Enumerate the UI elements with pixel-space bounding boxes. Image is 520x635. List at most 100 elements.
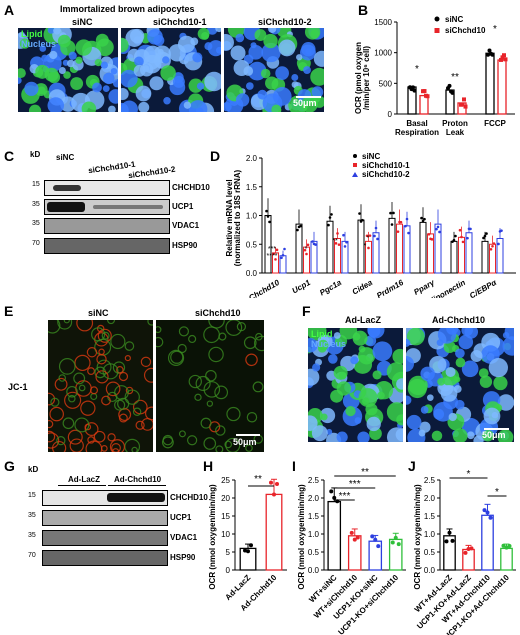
cell-mark [124, 389, 140, 405]
panel-b-sig-2: ** [451, 72, 459, 83]
panel-b-point [503, 57, 508, 62]
cell-mark [452, 428, 468, 442]
panel-i-point [329, 489, 334, 494]
panel-b-bar [497, 59, 507, 115]
panel-d-letter: D [210, 148, 221, 164]
cell-mark [218, 332, 227, 341]
panel-c-band-vdac1 [44, 218, 170, 234]
cell-mark [156, 326, 162, 334]
panel-d-legend-2: siChchd10-1 [362, 161, 410, 170]
panel-b-tick-label: 1500 [374, 18, 392, 27]
cell-mark [196, 82, 205, 90]
cell-mark [455, 357, 466, 368]
cell-mark [62, 417, 75, 430]
cell-mark [420, 406, 429, 414]
panel-j-tick-label: 1.0 [424, 530, 436, 539]
cell-mark [190, 37, 199, 46]
panel-b-bar [485, 52, 495, 115]
panel-d-point [492, 242, 496, 245]
cell-mark [431, 430, 443, 442]
panel-d-point [460, 235, 463, 239]
cell-mark [125, 29, 144, 47]
cell-mark [111, 448, 120, 452]
cell-mark [90, 386, 98, 395]
panel-b-tick-label: 500 [379, 79, 393, 88]
panel-h-bar [265, 493, 283, 571]
panel-i-tick-label: 0.0 [308, 566, 320, 575]
cell-mark [386, 362, 403, 382]
panel-d-bar [403, 225, 411, 274]
cell-mark [92, 82, 102, 93]
cell-mark [156, 336, 164, 348]
panel-i-bar [327, 500, 342, 571]
panel-h-point [272, 492, 276, 497]
panel-g-label-hsp90: HSP90 [170, 553, 196, 562]
panel-i-point [373, 537, 378, 542]
panel-f-label-2: Ad-Chchd10 [432, 315, 486, 325]
cell-mark [236, 322, 247, 332]
panel-f-scalebar [484, 428, 509, 430]
panel-d-point [283, 247, 286, 251]
cell-mark [24, 81, 39, 96]
panel-h-tick-label: 5 [226, 548, 231, 557]
panel-a-label-3: siChchd10-2 [258, 17, 312, 27]
panel-a-title: Immortalized brown adipocytes [60, 4, 195, 14]
cell-mark [87, 436, 95, 444]
panel-d-bar [295, 223, 303, 274]
panel-h-ylabel: OCR (nmol oxygen/min/mg) [208, 484, 217, 590]
cell-mark [308, 368, 320, 386]
cell-mark [94, 59, 102, 67]
panel-i-tick-label: 2.5 [308, 476, 320, 485]
cell-mark [76, 320, 94, 332]
panel-c-marker-2: 35 [32, 201, 40, 208]
cell-mark [98, 348, 105, 356]
panel-d-point [497, 242, 500, 246]
panel-d-bar [365, 240, 372, 274]
cell-mark [226, 406, 241, 422]
panel-j-letter: J [408, 458, 416, 474]
panel-d-xlabel: Chchd10 [247, 278, 281, 298]
panel-e-label-1: siNC [88, 308, 109, 318]
panel-c-lane-1: siNC [56, 153, 75, 162]
panel-d-point [405, 217, 409, 221]
cell-mark [142, 54, 162, 74]
cell-mark [80, 400, 96, 416]
panel-c-label-vdac1: VDAC1 [172, 221, 200, 230]
cell-mark [271, 104, 282, 112]
cell-mark [254, 29, 267, 42]
panel-f-letter: F [302, 303, 311, 319]
panel-j-chart: OCR (nmol oxygen/min/mg) 0.0 0.5 1.0 1.5 2.0… [413, 469, 516, 635]
cell-mark [135, 85, 152, 102]
cell-mark [497, 429, 514, 442]
cell-mark [461, 360, 479, 378]
panel-j-point [450, 538, 455, 543]
panel-i-tick-label: 2.0 [308, 494, 320, 503]
panel-d-point [396, 230, 400, 233]
panel-b-xlabel-1: Basal [406, 119, 427, 128]
panel-d-sig-1: **** [267, 253, 278, 260]
panel-c-band-hsp90 [44, 238, 170, 254]
cell-mark [84, 423, 92, 431]
cell-mark [178, 326, 190, 337]
panel-i-point [396, 542, 401, 547]
panel-d-point [334, 242, 338, 245]
panel-d-xlabel: Cidea [351, 278, 375, 297]
panel-a-image-3 [224, 28, 324, 112]
panel-d-point [421, 219, 425, 223]
panel-i-sig: *** [339, 491, 351, 502]
panel-b-xlabel-1b: Respiration [395, 128, 439, 137]
cell-mark [51, 440, 67, 452]
cell-mark [140, 356, 152, 368]
panel-d-point [438, 230, 441, 234]
panel-b-bar [419, 94, 429, 115]
panel-i-chart: OCR (nmol oxygen/min/mg) 0.0 0.5 1.0 1.5 2.0… [297, 467, 406, 635]
cell-mark [235, 93, 250, 107]
cell-mark [160, 65, 176, 81]
panel-a-label-1: siNC [72, 17, 93, 27]
cell-mark [224, 101, 232, 112]
panel-d-bar [481, 240, 489, 274]
panel-d-bar [450, 240, 458, 274]
panel-j-point [501, 543, 506, 548]
cell-mark [68, 394, 76, 403]
cell-mark [224, 33, 234, 51]
